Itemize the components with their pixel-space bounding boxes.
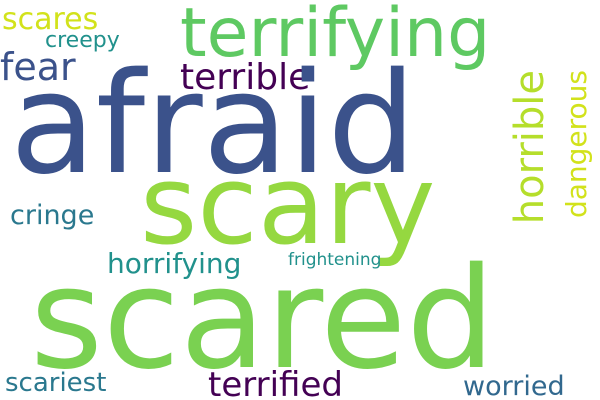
- word-worried: worried: [463, 371, 565, 400]
- word-scariest: scariest: [5, 368, 107, 398]
- word-terrifying: terrifying: [180, 0, 491, 73]
- word-horrible: horrible: [507, 70, 553, 225]
- word-cringe: cringe: [10, 200, 95, 231]
- word-fear: fear: [0, 45, 76, 89]
- word-frightening: frightening: [288, 250, 382, 270]
- word-creepy: creepy: [45, 28, 120, 53]
- word-scares: scares: [2, 2, 99, 37]
- word-terrified: terrified: [208, 365, 343, 400]
- word-afraid: afraid: [10, 43, 417, 206]
- word-horrifying: horrifying: [107, 247, 242, 280]
- word-scared: scared: [30, 238, 496, 400]
- word-terrible: terrible: [180, 57, 311, 98]
- word-scary: scary: [140, 141, 436, 269]
- word-dangerous: dangerous: [560, 70, 593, 219]
